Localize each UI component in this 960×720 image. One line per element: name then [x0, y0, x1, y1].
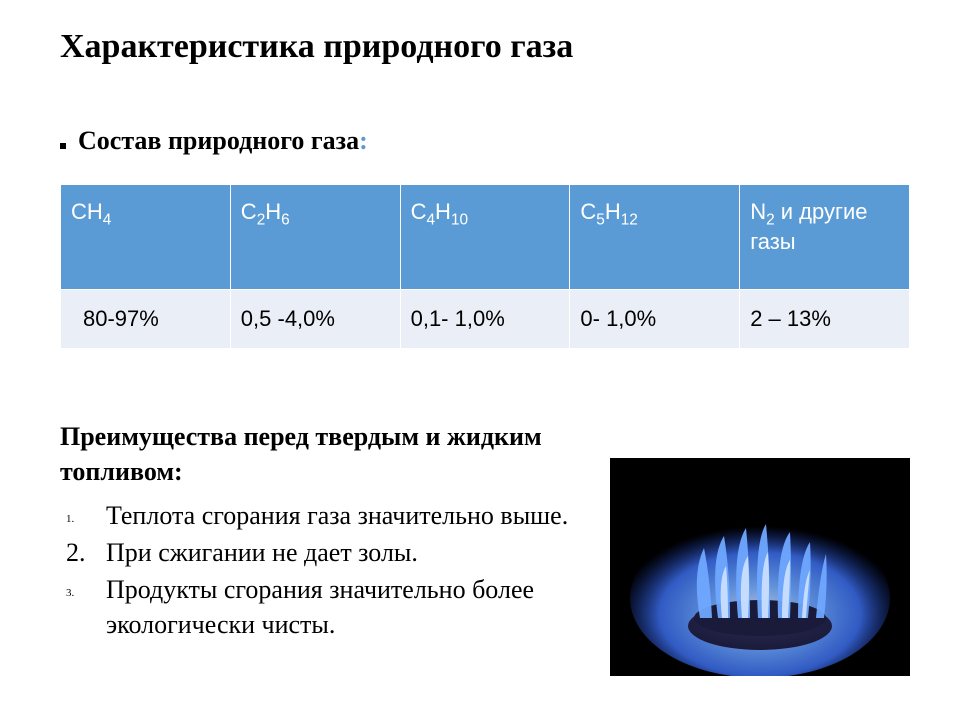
table-cell: 0- 1,0% [570, 290, 740, 349]
table-header-cell: C4H10 [400, 185, 570, 290]
advantages-heading: Преимущества перед твердым и жидким топл… [60, 419, 620, 489]
gas-flame-image [610, 458, 910, 676]
flame-icon [610, 458, 910, 676]
table-cell: 2 – 13% [740, 290, 910, 349]
list-item: 2.При сжигании не дает золы. [60, 535, 620, 570]
list-number: 3. [60, 572, 106, 601]
list-text: Теплота сгорания газа значительно выше. [106, 498, 620, 533]
table-cell: 0,1- 1,0% [400, 290, 570, 349]
table-cell: 80-97% [61, 290, 231, 349]
advantages-section: Преимущества перед твердым и жидким топл… [60, 419, 620, 642]
page-title: Характеристика природного газа [60, 28, 910, 66]
composition-table: CH4C2H6C4H10C5H12N2 и другие газы 80-97%… [60, 184, 910, 349]
list-item: 1.Теплота сгорания газа значительно выше… [60, 498, 620, 533]
composition-subtitle: Состав природного газа: [78, 126, 368, 156]
bullet-icon [60, 143, 66, 149]
advantages-list: 1.Теплота сгорания газа значительно выше… [60, 498, 620, 642]
list-text: При сжигании не дает золы. [106, 535, 620, 570]
table-header-cell: CH4 [61, 185, 231, 290]
table-row: 80-97%0,5 -4,0%0,1- 1,0%0- 1,0%2 – 13% [61, 290, 910, 349]
table-header-row: CH4C2H6C4H10C5H12N2 и другие газы [61, 185, 910, 290]
table-header-cell: N2 и другие газы [740, 185, 910, 290]
list-number: 2. [60, 535, 106, 570]
table-cell: 0,5 -4,0% [230, 290, 400, 349]
subtitle-row: Состав природного газа: [60, 126, 910, 156]
list-item: 3.Продукты сгорания значительно более эк… [60, 572, 620, 642]
list-number: 1. [60, 498, 106, 527]
list-text: Продукты сгорания значительно более экол… [106, 572, 620, 642]
table-header-cell: C5H12 [570, 185, 740, 290]
table-header-cell: C2H6 [230, 185, 400, 290]
